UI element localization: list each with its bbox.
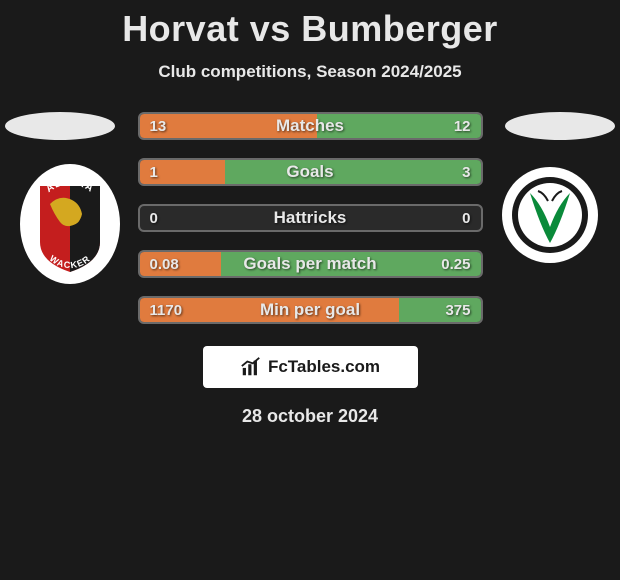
sv-ried-icon — [500, 165, 600, 265]
stat-value-left: 13 — [150, 118, 167, 135]
admira-wacker-icon: ADMIRA WACKER — [20, 164, 120, 284]
stat-row: 0.08 Goals per match 0.25 — [138, 250, 483, 278]
stat-value-left: 1170 — [150, 302, 183, 319]
stat-row: 1 Goals 3 — [138, 158, 483, 186]
logo-text: FcTables.com — [268, 357, 380, 377]
bar-right — [225, 160, 481, 184]
chart-icon — [240, 356, 262, 378]
stat-value-right: 0 — [462, 210, 470, 227]
stat-value-right: 12 — [454, 118, 471, 135]
stat-value-left: 0.08 — [150, 256, 179, 273]
date-label: 28 october 2024 — [0, 406, 620, 427]
stat-value-left: 0 — [150, 210, 158, 227]
stat-label: Hattricks — [274, 208, 347, 228]
right-ellipse — [505, 112, 615, 140]
stat-value-right: 0.25 — [441, 256, 470, 273]
page-title: Horvat vs Bumberger — [0, 0, 620, 50]
team-right-crest — [500, 165, 600, 285]
fctables-logo: FcTables.com — [203, 346, 418, 388]
subtitle: Club competitions, Season 2024/2025 — [0, 62, 620, 82]
team-left-crest: ADMIRA WACKER — [20, 164, 120, 284]
stat-row: 13 Matches 12 — [138, 112, 483, 140]
stat-value-right: 3 — [462, 164, 470, 181]
stat-value-right: 375 — [445, 302, 470, 319]
stat-row: 0 Hattricks 0 — [138, 204, 483, 232]
stat-label: Matches — [276, 116, 344, 136]
stat-value-left: 1 — [150, 164, 158, 181]
stat-label: Min per goal — [260, 300, 360, 320]
comparison-panel: ADMIRA WACKER 13 Matches 12 1 Goals 3 0 Hattric… — [0, 112, 620, 427]
stat-row: 1170 Min per goal 375 — [138, 296, 483, 324]
left-ellipse — [5, 112, 115, 140]
stats-container: 13 Matches 12 1 Goals 3 0 Hattricks 0 0.08 Goals p… — [138, 112, 483, 324]
stat-label: Goals — [286, 162, 333, 182]
stat-label: Goals per match — [243, 254, 376, 274]
